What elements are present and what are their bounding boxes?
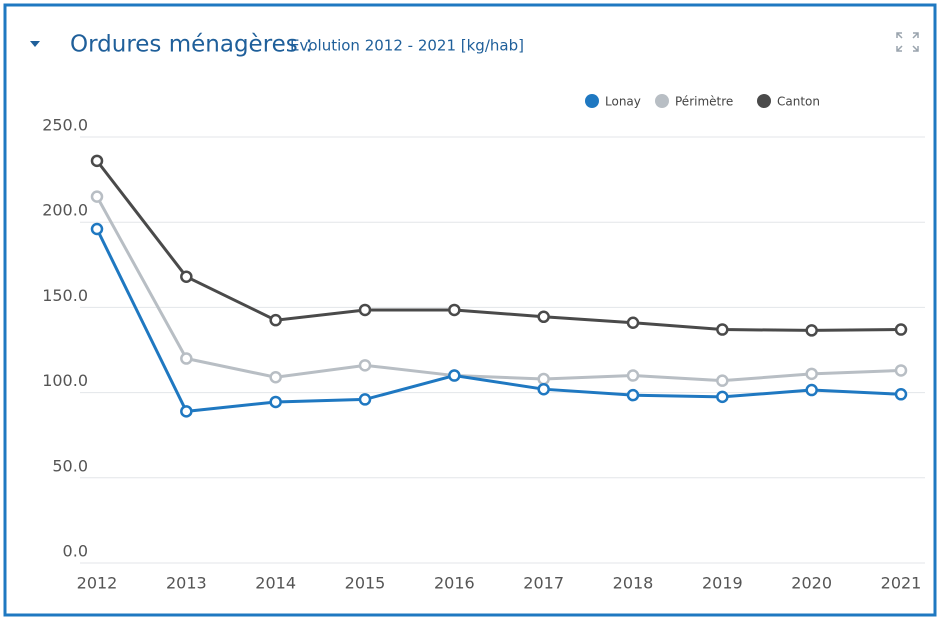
x-tick-label: 2015 (345, 574, 386, 593)
series-line (95, 159, 902, 332)
data-point (269, 313, 282, 327)
x-tick-label: 2014 (255, 574, 296, 593)
data-point (448, 369, 461, 382)
expand-icon[interactable] (896, 32, 919, 52)
collapse-toggle[interactable] (30, 41, 40, 47)
legend-label: Lonay (605, 95, 641, 109)
series-line (95, 228, 902, 413)
x-tick-label: 2018 (613, 574, 654, 593)
x-tick-label: 2021 (881, 574, 922, 593)
x-tick-label: 2017 (523, 574, 564, 593)
legend-marker (757, 94, 771, 108)
data-point (358, 359, 372, 372)
data-point (626, 369, 640, 382)
data-point (358, 393, 372, 406)
data-point (180, 352, 193, 365)
data-point (180, 405, 193, 418)
data-point (805, 324, 818, 337)
data-point (716, 374, 729, 387)
series-line (95, 195, 902, 383)
y-tick-label: 50.0 (52, 456, 88, 475)
data-point (90, 190, 104, 203)
chart-title: Ordures ménagères : (70, 32, 313, 58)
x-tick-label: 2013 (166, 574, 207, 593)
data-point (716, 390, 729, 404)
data-point (269, 395, 282, 409)
x-tick-label: 2020 (791, 574, 832, 593)
y-tick-label: 100.0 (42, 371, 88, 390)
y-tick-label: 150.0 (42, 286, 88, 305)
legend-label: Périmètre (675, 95, 733, 109)
data-point (626, 388, 640, 402)
data-point (805, 367, 818, 381)
data-point (90, 154, 104, 168)
data-point (90, 222, 104, 236)
data-point (894, 388, 908, 401)
x-tick-label: 2012 (77, 574, 118, 593)
data-point (894, 323, 908, 336)
x-tick-label: 2019 (702, 574, 743, 593)
y-tick-label: 0.0 (63, 542, 88, 561)
data-point (269, 371, 282, 384)
data-point (894, 364, 908, 377)
data-point (537, 372, 550, 386)
chart-subtitle: Evolution 2012 - 2021 [kg/hab] (290, 37, 524, 55)
legend-label: Canton (777, 95, 820, 109)
legend-marker (585, 94, 599, 108)
y-tick-label: 200.0 (42, 201, 88, 220)
data-point (180, 270, 193, 283)
legend-marker (655, 94, 669, 108)
data-point (537, 310, 550, 324)
x-tick-label: 2016 (434, 574, 475, 593)
data-point (448, 303, 461, 317)
data-point (537, 382, 550, 396)
data-point (716, 323, 729, 336)
y-tick-label: 250.0 (42, 116, 88, 135)
data-point (626, 316, 640, 329)
data-point (805, 383, 818, 397)
data-point (358, 303, 372, 317)
